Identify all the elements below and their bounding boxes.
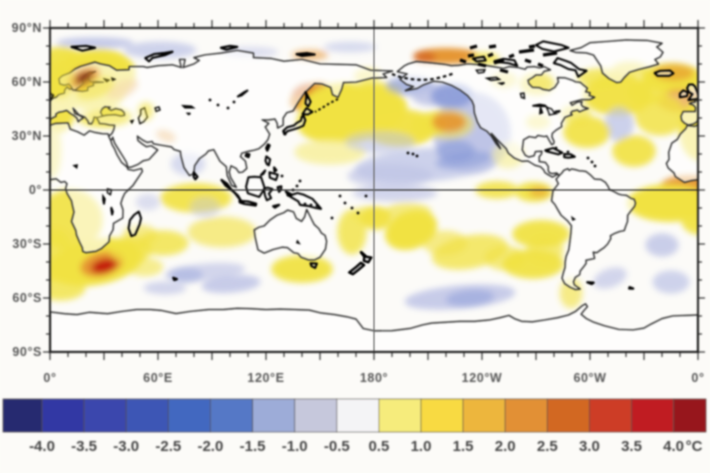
svg-text:60°N: 60°N [12,75,42,89]
svg-text:-2.0: -2.0 [197,438,223,455]
svg-text:0°: 0° [29,183,42,197]
svg-text:3.0: 3.0 [579,438,600,455]
svg-text:1.5: 1.5 [453,438,474,455]
svg-text:°C: °C [686,438,703,455]
svg-text:2.0: 2.0 [495,438,516,455]
svg-text:30°S: 30°S [12,237,42,251]
svg-text:30°N: 30°N [12,129,42,143]
svg-text:120°E: 120°E [247,371,284,385]
svg-text:60°E: 60°E [143,371,173,385]
svg-text:60°W: 60°W [573,371,606,385]
svg-text:-1.0: -1.0 [282,438,308,455]
svg-text:2.5: 2.5 [537,438,558,455]
svg-text:-1.5: -1.5 [240,438,266,455]
svg-text:0°: 0° [691,371,704,385]
svg-text:60°S: 60°S [12,291,42,305]
svg-text:-2.5: -2.5 [155,438,181,455]
svg-text:3.5: 3.5 [621,438,642,455]
svg-text:-4.0: -4.0 [29,438,55,455]
svg-text:0.5: 0.5 [368,438,389,455]
svg-text:90°S: 90°S [12,345,42,359]
svg-text:90°N: 90°N [12,21,42,35]
svg-text:1.0: 1.0 [411,438,432,455]
svg-text:-3.0: -3.0 [113,438,139,455]
svg-text:0°: 0° [43,371,56,385]
svg-text:120°W: 120°W [462,371,503,385]
svg-text:180°: 180° [360,371,388,385]
svg-text:-0.5: -0.5 [324,438,350,455]
svg-text:-3.5: -3.5 [71,438,97,455]
svg-text:4.0: 4.0 [663,438,684,455]
